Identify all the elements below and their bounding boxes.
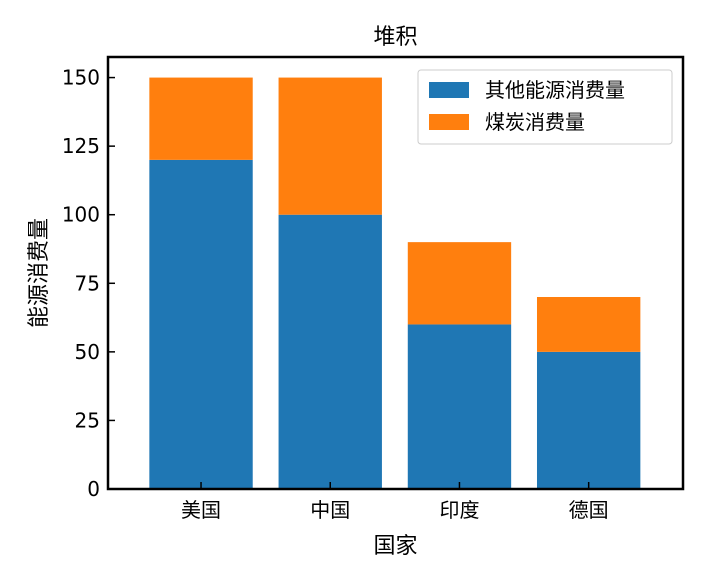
y-tick-label-3: 75	[75, 271, 100, 295]
legend-swatch-0	[429, 82, 469, 98]
bar-coal-3	[536, 297, 641, 352]
x-tick-label-3: 德国	[569, 498, 609, 522]
bar-other-energy-3	[536, 351, 641, 489]
plot-area	[149, 77, 641, 490]
x-axis: 美国 中国 印度 德国	[181, 482, 609, 522]
y-tick-label-5: 125	[62, 134, 100, 158]
plot-frame	[106, 55, 685, 491]
bar-other-energy-1	[278, 214, 382, 489]
y-tick-label-6: 150	[62, 66, 100, 90]
legend-label-1: 煤炭消费量	[485, 110, 585, 134]
x-tick-label-0: 美国	[181, 498, 221, 522]
y-tick-label-2: 50	[75, 340, 100, 364]
x-axis-label: 国家	[373, 534, 417, 559]
chart-title: 堆积	[373, 25, 417, 50]
bar-other-energy-2	[407, 324, 512, 489]
x-tick-label-2: 印度	[439, 498, 479, 522]
y-axis-label: 能源消费量	[27, 218, 52, 328]
legend-label-0: 其他能源消费量	[485, 78, 625, 102]
bar-coal-1	[278, 77, 382, 215]
bar-coal-0	[149, 77, 253, 160]
legend-swatch-1	[429, 114, 469, 130]
bar-other-energy-0	[149, 159, 253, 490]
y-axis: 0 25 50 75 100 125 150	[62, 66, 115, 501]
y-tick-label-1: 25	[75, 408, 100, 432]
x-tick-label-1: 中国	[310, 498, 350, 522]
y-tick-label-0: 0	[87, 477, 100, 501]
y-tick-label-4: 100	[62, 203, 100, 227]
bar-coal-2	[407, 242, 512, 325]
legend-box	[417, 69, 673, 145]
